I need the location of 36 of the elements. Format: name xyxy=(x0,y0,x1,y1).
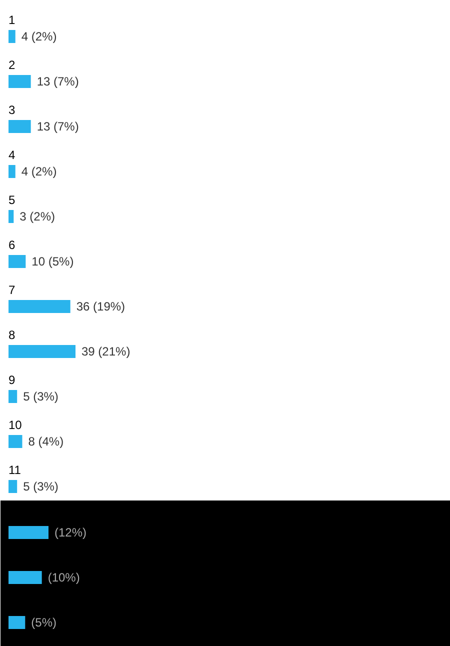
data-label: 5 (3%) xyxy=(23,390,58,404)
y-tick-label: 4 xyxy=(8,148,16,162)
data-label: 39 (21%) xyxy=(82,344,130,358)
y-tick-label: 3 xyxy=(8,103,16,117)
bar xyxy=(8,255,26,268)
data-label: 10 (5%) xyxy=(32,254,74,268)
data-label: (10%) xyxy=(48,570,80,584)
bar xyxy=(8,210,14,223)
data-label: 13 (7%) xyxy=(36,120,79,134)
bar xyxy=(8,75,31,88)
data-label: 4 (2%) xyxy=(21,30,57,44)
y-tick-label: 11 xyxy=(8,463,22,477)
data-label: 3 (2%) xyxy=(20,210,55,224)
bar xyxy=(8,30,16,43)
bar xyxy=(8,390,18,403)
bar xyxy=(8,435,22,448)
data-label: 4 (2%) xyxy=(21,164,57,178)
y-tick-label: 8 xyxy=(8,328,16,342)
y-tick-label: 10 xyxy=(8,418,22,432)
data-label: 13 (7%) xyxy=(36,74,79,88)
y-tick-label: 7 xyxy=(8,283,16,297)
y-tick-label: 9 xyxy=(8,373,16,387)
data-label: 5 (3%) xyxy=(23,480,58,494)
bar xyxy=(8,480,18,493)
bar xyxy=(8,300,70,313)
y-tick-label: 2 xyxy=(8,58,16,72)
data-label: (5%) xyxy=(31,616,57,630)
y-tick-label: 5 xyxy=(8,193,16,207)
bar xyxy=(8,345,76,358)
data-label: (12%) xyxy=(54,526,87,540)
bar xyxy=(8,120,31,133)
bar xyxy=(8,165,16,178)
y-tick-label: 6 xyxy=(8,238,16,252)
data-label: 8 (4%) xyxy=(28,434,64,448)
y-tick-label: 1 xyxy=(8,13,16,27)
data-label: 36 (19%) xyxy=(76,300,126,314)
